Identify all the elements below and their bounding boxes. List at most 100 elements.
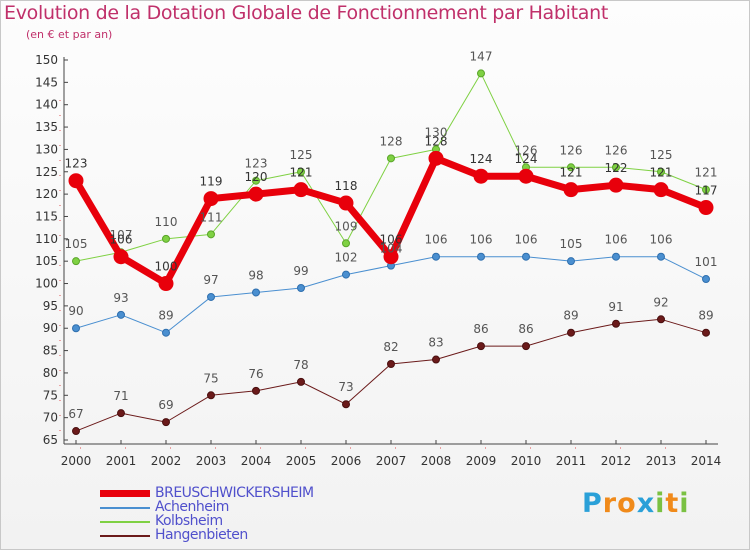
x-tick-label: 2012 bbox=[601, 454, 632, 468]
data-point-kolbsheim bbox=[702, 185, 710, 194]
data-label-breuschwickersheim: 128 bbox=[425, 134, 448, 148]
data-point-achenheim bbox=[162, 328, 170, 337]
data-label-achenheim: 106 bbox=[470, 233, 493, 247]
data-label-achenheim: 105 bbox=[560, 237, 583, 251]
data-label-hangenbieten: 89 bbox=[698, 309, 713, 323]
legend-label: Kolbsheim bbox=[155, 513, 223, 529]
data-label-achenheim: 93 bbox=[113, 291, 128, 305]
data-point-breuschwickersheim bbox=[383, 249, 399, 265]
legend-label: Achenheim bbox=[155, 499, 229, 515]
logo-letter: o bbox=[617, 488, 637, 519]
data-label-kolbsheim: 109 bbox=[335, 219, 358, 233]
data-label-kolbsheim: 121 bbox=[695, 166, 718, 180]
y-tick-label: 70 bbox=[43, 411, 58, 425]
data-point-breuschwickersheim bbox=[158, 276, 174, 292]
data-label-hangenbieten: 67 bbox=[68, 407, 83, 421]
data-point-kolbsheim bbox=[342, 239, 350, 248]
data-point-achenheim bbox=[657, 252, 665, 261]
data-point-breuschwickersheim bbox=[653, 182, 669, 198]
x-tick-label: 2004 bbox=[241, 454, 272, 468]
logo-letter: r bbox=[602, 488, 618, 519]
data-point-hangenbieten bbox=[297, 377, 305, 386]
data-label-breuschwickersheim: 120 bbox=[245, 170, 268, 184]
data-label-kolbsheim: 111 bbox=[200, 210, 223, 224]
legend-swatch bbox=[100, 490, 150, 497]
data-label-breuschwickersheim: 106 bbox=[110, 233, 133, 247]
data-label-achenheim: 104 bbox=[380, 242, 403, 256]
y-tick-label: 75 bbox=[43, 388, 58, 402]
data-point-achenheim bbox=[342, 270, 350, 279]
y-tick-label: 105 bbox=[35, 254, 58, 268]
logo-letter: i bbox=[655, 488, 666, 519]
data-label-achenheim: 97 bbox=[203, 273, 218, 287]
x-tick-label: 2000 bbox=[61, 454, 92, 468]
data-point-achenheim bbox=[252, 288, 260, 297]
data-point-breuschwickersheim bbox=[518, 168, 534, 184]
x-tick-label: 2003 bbox=[196, 454, 227, 468]
chart-subtitle: (en € et par an) bbox=[26, 28, 113, 41]
data-label-kolbsheim: 110 bbox=[155, 215, 178, 229]
logo-letter: i bbox=[679, 488, 690, 519]
y-tick-label: 130 bbox=[35, 142, 58, 156]
data-point-breuschwickersheim bbox=[68, 173, 84, 189]
legend-swatch bbox=[100, 507, 150, 509]
data-point-achenheim bbox=[117, 310, 125, 319]
data-label-breuschwickersheim: 118 bbox=[335, 179, 358, 193]
data-label-breuschwickersheim: 122 bbox=[605, 161, 628, 175]
data-label-breuschwickersheim: 124 bbox=[470, 152, 493, 166]
data-point-achenheim bbox=[612, 252, 620, 261]
data-label-kolbsheim: 107 bbox=[110, 228, 133, 242]
data-label-kolbsheim: 126 bbox=[560, 143, 583, 157]
data-label-achenheim: 101 bbox=[695, 255, 718, 269]
data-point-hangenbieten bbox=[432, 355, 440, 364]
data-label-kolbsheim: 125 bbox=[290, 148, 313, 162]
y-tick-label: 115 bbox=[35, 209, 58, 223]
data-label-kolbsheim: 123 bbox=[245, 157, 268, 171]
data-label-hangenbieten: 82 bbox=[383, 340, 398, 354]
data-label-kolbsheim: 126 bbox=[515, 143, 538, 157]
y-tick-label: 145 bbox=[35, 75, 58, 89]
y-tick-label: 140 bbox=[35, 98, 58, 112]
x-tick-label: 2006 bbox=[331, 454, 362, 468]
y-tick-label: 120 bbox=[35, 187, 58, 201]
x-tick-label: 2002 bbox=[151, 454, 182, 468]
data-point-achenheim bbox=[702, 275, 710, 284]
data-point-hangenbieten bbox=[207, 391, 215, 400]
logo-letter: t bbox=[665, 488, 680, 519]
data-point-hangenbieten bbox=[72, 427, 80, 436]
y-tick-label: 65 bbox=[43, 433, 58, 447]
x-tick-label: 2001 bbox=[106, 454, 137, 468]
logo-letter: x bbox=[636, 488, 656, 519]
data-point-hangenbieten bbox=[567, 328, 575, 337]
data-point-breuschwickersheim bbox=[563, 182, 579, 198]
data-point-achenheim bbox=[522, 252, 530, 261]
y-tick-label: 95 bbox=[43, 299, 58, 313]
data-label-hangenbieten: 83 bbox=[428, 336, 443, 350]
x-tick-label: 2007 bbox=[376, 454, 407, 468]
data-point-kolbsheim bbox=[162, 234, 170, 243]
data-label-kolbsheim: 130 bbox=[425, 125, 448, 139]
data-label-achenheim: 99 bbox=[293, 264, 308, 278]
data-point-breuschwickersheim bbox=[698, 200, 714, 216]
data-label-achenheim: 89 bbox=[158, 309, 173, 323]
x-tick-label: 2011 bbox=[556, 454, 587, 468]
data-point-kolbsheim bbox=[387, 154, 395, 163]
data-point-achenheim bbox=[72, 324, 80, 333]
data-point-kolbsheim bbox=[477, 69, 485, 78]
logo-letter: P bbox=[582, 488, 603, 519]
data-point-hangenbieten bbox=[702, 328, 710, 337]
data-point-breuschwickersheim bbox=[608, 177, 624, 193]
data-point-kolbsheim bbox=[72, 257, 80, 266]
data-label-kolbsheim: 147 bbox=[470, 49, 493, 63]
data-label-breuschwickersheim: 121 bbox=[650, 166, 673, 180]
data-point-breuschwickersheim bbox=[338, 195, 354, 211]
data-label-achenheim: 106 bbox=[515, 233, 538, 247]
data-label-breuschwickersheim: 124 bbox=[515, 152, 538, 166]
data-point-kolbsheim bbox=[567, 163, 575, 172]
y-tick-label: 85 bbox=[43, 344, 58, 358]
data-point-achenheim bbox=[477, 252, 485, 261]
y-tick-label: 110 bbox=[35, 232, 58, 246]
data-label-hangenbieten: 86 bbox=[473, 322, 488, 336]
data-point-hangenbieten bbox=[387, 360, 395, 368]
